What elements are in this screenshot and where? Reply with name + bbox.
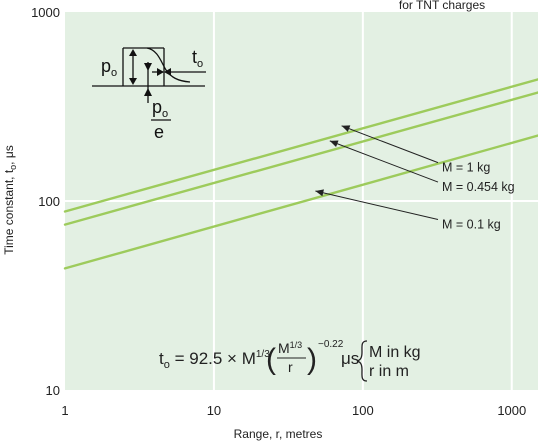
inset-t-main: t <box>192 47 197 67</box>
inset-arrow-p-up <box>129 49 137 56</box>
annotation-arrow-line <box>329 140 439 183</box>
inset-arrow-t-right <box>164 68 171 76</box>
pulse-inset-diagram: po to po e <box>92 47 206 142</box>
inset-p-sub: o <box>111 67 117 79</box>
inset-t-label: to <box>192 47 203 70</box>
series-label: M = 1 kg <box>442 161 490 175</box>
series-line <box>63 91 538 226</box>
y-axis-title-main: Time constant, t <box>2 169 16 255</box>
y-tick-labels: 10 100 1000 <box>31 5 60 398</box>
y-tick-label: 1000 <box>31 5 60 20</box>
formula-cond1: M in kg <box>369 344 421 361</box>
formula-m-exp: 1/3 <box>256 349 270 360</box>
y-axis-title-unit: , μs <box>2 145 16 165</box>
y-tick-label: 10 <box>46 383 60 398</box>
formula-frac-num: M1/3 <box>278 340 302 356</box>
inset-frac-den: e <box>154 122 164 142</box>
formula: to = 92.5 × M1/3 ( M1/3 r ) −0.22 μs M i… <box>159 339 421 382</box>
annotation-arrow-head <box>341 125 351 132</box>
inset-p-main: p <box>101 56 111 76</box>
x-tick-label: 100 <box>352 403 374 418</box>
x-tick-label: 1 <box>61 403 68 418</box>
inset-decay-curve <box>146 47 191 83</box>
formula-cond2: r in m <box>369 363 409 380</box>
y-tick-label: 100 <box>38 194 60 209</box>
formula-body: = 92.5 × M <box>170 349 256 368</box>
x-tick-label: 10 <box>207 403 221 418</box>
corner-note: for TNT charges <box>399 0 485 12</box>
inset-arrow-pe-down <box>144 63 152 71</box>
formula-brace <box>356 340 368 382</box>
x-tick-labels: 1 10 100 1000 <box>61 403 526 418</box>
y-axis-title-sub: o <box>8 165 18 170</box>
formula-frac-num-main: M <box>278 340 290 356</box>
inset-frac-num-sub: o <box>162 108 168 120</box>
formula-left: to = 92.5 × M1/3 <box>159 349 270 371</box>
formula-rparen: ) <box>307 343 317 376</box>
annotation-arrow-head <box>329 140 339 148</box>
inset-frac-num-main: p <box>152 97 162 117</box>
inset-arrow-p-down <box>129 78 137 85</box>
formula-lparen: ( <box>266 343 276 376</box>
formula-unit: μs <box>341 349 359 368</box>
series-line <box>63 78 538 213</box>
x-tick-label: 1000 <box>497 403 526 418</box>
inset-t-sub: o <box>197 58 203 70</box>
x-axis-title: Range, r, metres <box>234 427 323 441</box>
formula-frac-num-exp: 1/3 <box>290 340 303 350</box>
series-annotations: M = 1 kg M = 0.454 kg M = 0.1 kg <box>315 125 515 232</box>
inset-frac-num: po <box>152 97 168 120</box>
annotation-arrow-line <box>315 190 439 221</box>
annotation-arrow-head <box>315 189 324 197</box>
series-label: M = 0.1 kg <box>442 218 501 232</box>
y-axis-title: Time constant, to, μs <box>2 145 18 255</box>
annotation-arrow-line <box>341 125 439 164</box>
series-label: M = 0.454 kg <box>442 180 515 194</box>
inset-p-label: po <box>101 56 117 79</box>
inset-arrow-t-left <box>157 68 164 76</box>
formula-frac-den: r <box>288 359 293 375</box>
series-line <box>63 134 538 270</box>
inset-arrow-pe-up <box>144 88 152 96</box>
formula-t: t <box>159 349 164 368</box>
series-lines <box>63 78 538 270</box>
formula-paren-exp: −0.22 <box>318 339 344 350</box>
formula-t-sub: o <box>164 359 170 371</box>
